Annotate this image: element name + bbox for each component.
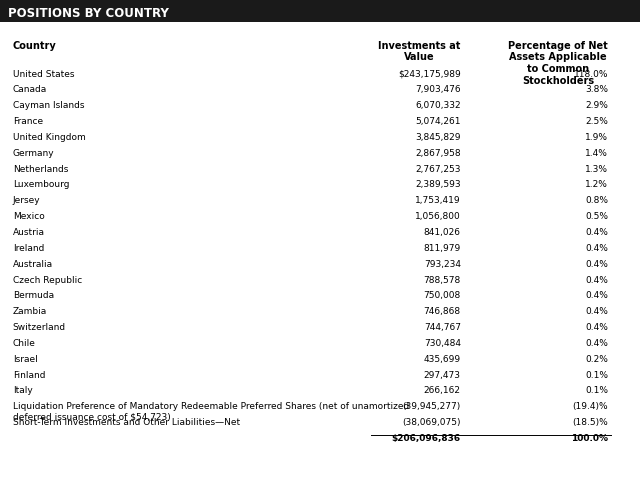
Text: $206,096,836: $206,096,836 (392, 434, 461, 443)
Text: 811,979: 811,979 (424, 244, 461, 253)
Text: 100.0%: 100.0% (571, 434, 608, 443)
FancyBboxPatch shape (0, 0, 640, 22)
Text: (39,945,277): (39,945,277) (403, 402, 461, 411)
Text: 2,767,253: 2,767,253 (415, 165, 461, 174)
Text: 1,056,800: 1,056,800 (415, 212, 461, 221)
Text: Canada: Canada (13, 85, 47, 95)
Text: Israel: Israel (13, 355, 38, 364)
Text: 0.4%: 0.4% (585, 307, 608, 316)
Text: Australia: Australia (13, 260, 53, 269)
Text: 0.4%: 0.4% (585, 228, 608, 237)
Text: 1.3%: 1.3% (585, 165, 608, 174)
Text: 841,026: 841,026 (424, 228, 461, 237)
Text: 0.4%: 0.4% (585, 291, 608, 300)
Text: Country: Country (13, 41, 56, 51)
Text: 6,070,332: 6,070,332 (415, 101, 461, 110)
Text: 0.4%: 0.4% (585, 244, 608, 253)
Text: (18.5)%: (18.5)% (572, 418, 608, 427)
Text: Percentage of Net
Assets Applicable
to Common
Stockholders: Percentage of Net Assets Applicable to C… (508, 41, 608, 85)
Text: Netherlands: Netherlands (13, 165, 68, 174)
Text: 3.8%: 3.8% (585, 85, 608, 95)
Text: 118.0%: 118.0% (573, 70, 608, 79)
Text: 1.9%: 1.9% (585, 133, 608, 142)
Text: 788,578: 788,578 (424, 276, 461, 285)
Text: Bermuda: Bermuda (13, 291, 54, 300)
Text: 2.9%: 2.9% (585, 101, 608, 110)
Text: 2.5%: 2.5% (585, 117, 608, 126)
Text: 0.4%: 0.4% (585, 339, 608, 348)
Text: Investments at
Value: Investments at Value (378, 41, 461, 62)
Text: 0.4%: 0.4% (585, 276, 608, 285)
Text: 7,903,476: 7,903,476 (415, 85, 461, 95)
Text: (19.4)%: (19.4)% (572, 402, 608, 411)
Text: Czech Republic: Czech Republic (13, 276, 82, 285)
Text: 0.1%: 0.1% (585, 371, 608, 380)
Text: Switzerland: Switzerland (13, 323, 66, 332)
Text: Chile: Chile (13, 339, 36, 348)
Text: 0.4%: 0.4% (585, 323, 608, 332)
Text: 2,389,593: 2,389,593 (415, 180, 461, 190)
Text: 746,868: 746,868 (424, 307, 461, 316)
Text: Luxembourg: Luxembourg (13, 180, 69, 190)
Text: Zambia: Zambia (13, 307, 47, 316)
Text: 750,008: 750,008 (424, 291, 461, 300)
Text: $243,175,989: $243,175,989 (398, 70, 461, 79)
Text: France: France (13, 117, 43, 126)
Text: (38,069,075): (38,069,075) (403, 418, 461, 427)
Text: Ireland: Ireland (13, 244, 44, 253)
Text: 1.2%: 1.2% (585, 180, 608, 190)
Text: 1,753,419: 1,753,419 (415, 196, 461, 205)
Text: 435,699: 435,699 (424, 355, 461, 364)
Text: 266,162: 266,162 (424, 386, 461, 396)
Text: Liquidation Preference of Mandatory Redeemable Preferred Shares (net of unamorti: Liquidation Preference of Mandatory Rede… (13, 402, 409, 421)
Text: Finland: Finland (13, 371, 45, 380)
Text: 793,234: 793,234 (424, 260, 461, 269)
Text: 3,845,829: 3,845,829 (415, 133, 461, 142)
Text: Austria: Austria (13, 228, 45, 237)
Text: United States: United States (13, 70, 74, 79)
Text: 730,484: 730,484 (424, 339, 461, 348)
Text: Mexico: Mexico (13, 212, 45, 221)
Text: Italy: Italy (13, 386, 33, 396)
Text: 0.8%: 0.8% (585, 196, 608, 205)
Text: 0.5%: 0.5% (585, 212, 608, 221)
Text: United Kingdom: United Kingdom (13, 133, 86, 142)
Text: POSITIONS BY COUNTRY: POSITIONS BY COUNTRY (8, 7, 168, 20)
Text: 297,473: 297,473 (424, 371, 461, 380)
Text: 5,074,261: 5,074,261 (415, 117, 461, 126)
Text: Cayman Islands: Cayman Islands (13, 101, 84, 110)
Text: 2,867,958: 2,867,958 (415, 149, 461, 158)
Text: Jersey: Jersey (13, 196, 40, 205)
Text: Short-Term Investments and Other Liabilities—Net: Short-Term Investments and Other Liabili… (13, 418, 240, 427)
Text: 744,767: 744,767 (424, 323, 461, 332)
Text: 1.4%: 1.4% (585, 149, 608, 158)
Text: 0.4%: 0.4% (585, 260, 608, 269)
Text: 0.2%: 0.2% (585, 355, 608, 364)
Text: Germany: Germany (13, 149, 54, 158)
Text: 0.1%: 0.1% (585, 386, 608, 396)
